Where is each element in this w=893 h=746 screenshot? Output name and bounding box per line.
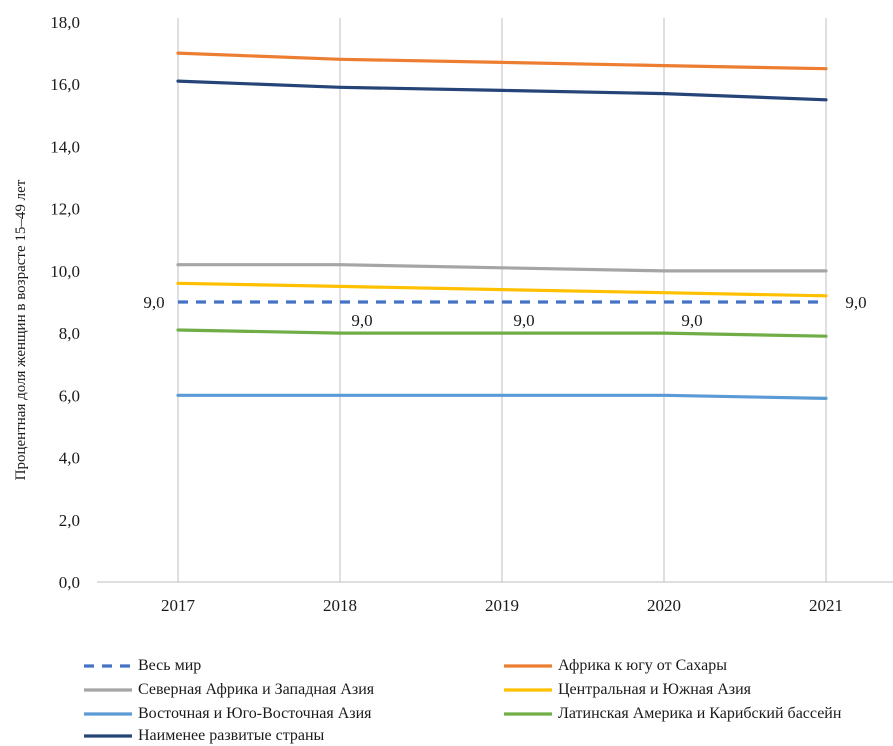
- series-line-4: [176, 393, 828, 400]
- legend-label: Африка к югу от Сахары: [558, 657, 727, 674]
- grid-lines: [97, 18, 893, 583]
- y-tick-label: 18,0: [50, 13, 80, 32]
- x-tick-label: 2019: [485, 596, 519, 615]
- y-tick-label: 14,0: [50, 137, 80, 156]
- y-tick-labels: 0,0 2,0 4,0 6,0 8,0 10,0 12,0 14,0 16,0 18,0: [50, 13, 80, 592]
- y-tick-label: 6,0: [59, 386, 80, 405]
- data-labels: 9,0 9,0 9,0 9,0 9,0: [143, 293, 866, 330]
- legend-label: Латинская Америка и Карибский бассейн: [558, 705, 842, 722]
- legend-swatch: [82, 726, 134, 746]
- legend-swatch: [502, 680, 554, 700]
- series-line-3: [176, 281, 828, 298]
- y-tick-label: 16,0: [50, 75, 80, 94]
- legend-label: Центральная и Южная Азия: [558, 681, 752, 698]
- y-axis-label: Процентная доля женщин в возрасте 15–49 …: [13, 179, 29, 480]
- series-line-5: [176, 328, 828, 338]
- legend-item: Наименее развитые страны: [82, 726, 324, 746]
- x-tick-labels: 2017 2018 2019 2020 2021: [161, 596, 843, 615]
- legend-label: Северная Африка и Западная Азия: [138, 681, 375, 698]
- y-tick-label: 2,0: [59, 511, 80, 530]
- y-tick-label: 4,0: [59, 449, 80, 468]
- legend-item: Восточная и Юго-Восточная Азия: [82, 704, 372, 724]
- x-tick-label: 2017: [161, 596, 196, 615]
- chart-legend: Весь мир Африка к югу от Сахары Северная А…: [82, 656, 893, 744]
- data-label: 9,0: [351, 311, 372, 330]
- legend-swatch: [82, 680, 134, 700]
- y-tick-label: 10,0: [50, 262, 80, 281]
- data-label: 9,0: [513, 311, 534, 330]
- legend-item: Северная Африка и Западная Азия: [82, 680, 374, 700]
- x-tick-label: 2020: [647, 596, 681, 615]
- y-tick-label: 8,0: [59, 324, 80, 343]
- series-line-2: [176, 263, 828, 273]
- x-tick-label: 2018: [323, 596, 357, 615]
- legend-item: Африка к югу от Сахары: [502, 656, 727, 676]
- x-tick-label: 2021: [809, 596, 843, 615]
- legend-item: Весь мир: [82, 656, 201, 676]
- legend-swatch: [82, 704, 134, 724]
- legend-item: Латинская Америка и Карибский бассейн: [502, 704, 841, 724]
- legend-label: Весь мир: [138, 657, 202, 674]
- y-tick-label: 0,0: [59, 573, 80, 592]
- legend-label: Восточная и Юго-Восточная Азия: [138, 705, 372, 722]
- legend-swatch: [502, 656, 554, 676]
- data-label: 9,0: [681, 311, 702, 330]
- series-line-1: [176, 51, 828, 71]
- series-lines: [176, 51, 828, 400]
- data-label: 9,0: [845, 293, 866, 312]
- line-chart: 0,0 2,0 4,0 6,0 8,0 10,0 12,0 14,0 16,0 18,0 2017…: [13, 13, 893, 615]
- legend-item: Центральная и Южная Азия: [502, 680, 751, 700]
- legend-label: Наименее развитые страны: [138, 727, 325, 744]
- legend-swatch: [82, 656, 134, 676]
- legend-swatch: [502, 704, 554, 724]
- series-line-6: [176, 79, 828, 102]
- y-tick-label: 12,0: [50, 200, 80, 219]
- data-label: 9,0: [143, 293, 164, 312]
